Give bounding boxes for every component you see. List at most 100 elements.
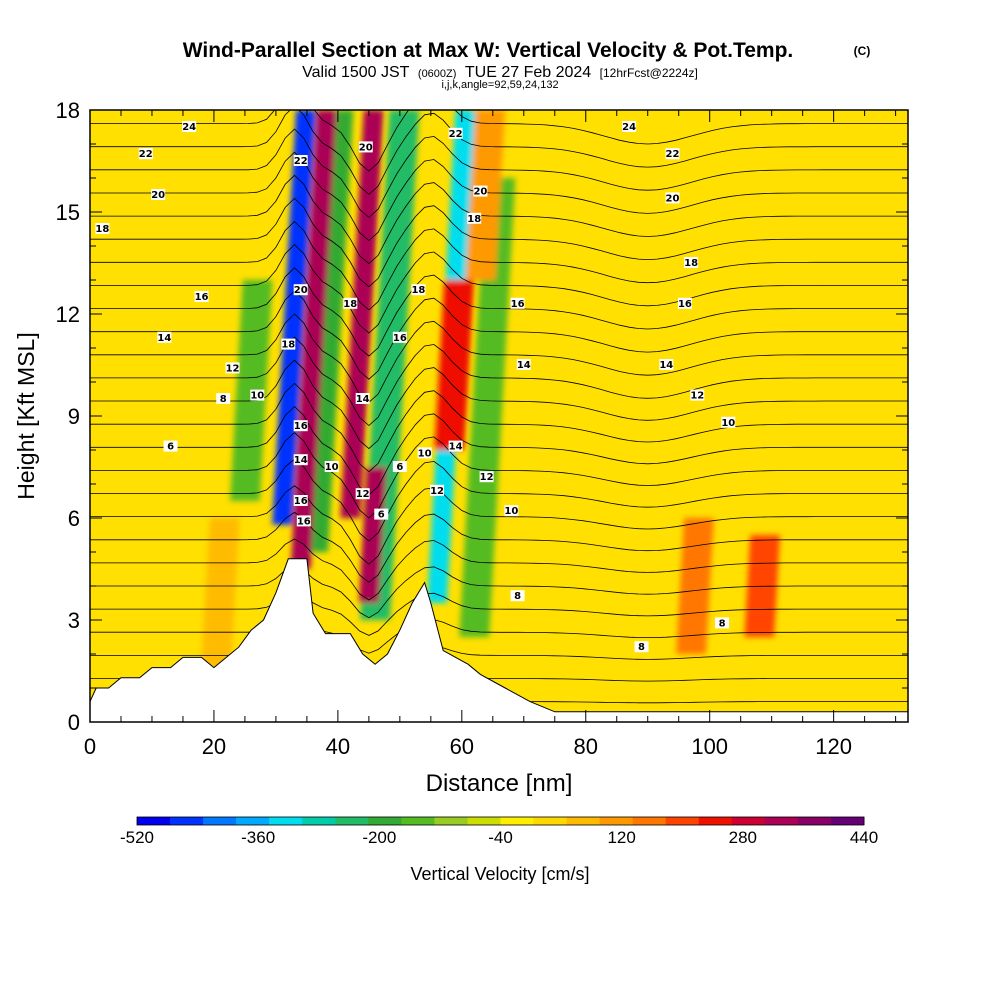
theta-label: 24 <box>182 121 197 133</box>
velocity-band <box>272 110 316 525</box>
theta-label-bg <box>721 416 736 428</box>
x-tick-label: 40 <box>326 734 350 759</box>
y-tick-label: 12 <box>56 302 80 327</box>
theta-label-text: 12 <box>690 391 704 402</box>
colorbar-swatch <box>269 817 303 825</box>
theta-label-bg <box>293 284 308 296</box>
theta-label-text: 12 <box>430 486 444 497</box>
theta-label-text: 14 <box>294 455 308 466</box>
theta-contour-labels: 24 22 20 18 16 14 12 10 8 6 22 20 18 16 14 16 16 20 18 14 10… <box>95 121 736 653</box>
theta-label-text: 16 <box>297 516 311 527</box>
theta-label: 16 <box>677 297 692 310</box>
colorbar-frame <box>136 816 865 826</box>
theta-label-bg <box>715 617 730 629</box>
theta-label: 8 <box>216 393 231 405</box>
theta-contour <box>90 151 908 242</box>
theta-label-text: 18 <box>684 258 698 269</box>
colorbar-swatch <box>467 817 501 825</box>
theta-label-text: 14 <box>659 360 673 371</box>
theta-label-bg <box>411 284 426 296</box>
theta-label-bg <box>504 505 519 517</box>
colorbar-swatch <box>731 817 766 825</box>
theta-label-bg <box>510 590 525 602</box>
y-axis-label: Height [Kft MSL] <box>13 332 39 499</box>
theta-label-bg <box>665 148 680 160</box>
theta-label-bg <box>324 461 339 472</box>
colorbar-swatch <box>599 817 634 825</box>
colorbar-tick-label: -360 <box>241 828 275 847</box>
colorbar-swatch <box>137 817 171 825</box>
theta-label-bg <box>293 454 308 466</box>
theta-label: 16 <box>293 420 308 432</box>
y-tick-label: 9 <box>68 404 80 429</box>
valid-date: TUE 27 Feb 2024 <box>465 64 591 81</box>
theta-contour <box>90 336 908 427</box>
forecast-info: [12hrFcst@2224z] <box>600 66 698 80</box>
y-tick-label: 15 <box>56 200 80 225</box>
colorbar-swatch <box>302 817 336 825</box>
theta-label-bg <box>448 440 463 452</box>
theta-label: 14 <box>448 440 463 453</box>
theta-contour <box>90 405 908 496</box>
colorbar-tick-label: 120 <box>607 828 635 847</box>
theta-label-text: 16 <box>511 299 525 310</box>
colorbar-tick-label: 440 <box>850 828 878 847</box>
colorbar-swatch <box>368 817 402 825</box>
theta-label-text: 10 <box>504 506 518 517</box>
x-tick-label: 100 <box>691 734 728 759</box>
colorbar-swatch <box>764 817 799 825</box>
colorbar-tick-label: -40 <box>488 828 513 847</box>
theta-label: 20 <box>358 141 373 153</box>
colorbar-tick-label: -200 <box>362 828 396 847</box>
theta-label: 22 <box>665 148 680 160</box>
velocity-band <box>459 178 516 637</box>
theta-label-bg <box>358 141 373 153</box>
colorbar-swatch <box>203 817 237 825</box>
colorbar-swatch <box>830 817 865 825</box>
theta-label: 10 <box>324 461 339 473</box>
valid-utc: (0600Z) <box>418 68 457 80</box>
theta-label-bg <box>250 389 265 401</box>
theta-label: 22 <box>138 148 153 160</box>
colorbar-label: Vertical Velocity [cm/s] <box>410 864 589 884</box>
theta-label: 6 <box>163 440 178 453</box>
theta-label-bg <box>151 189 166 200</box>
theta-label: 10 <box>721 416 736 429</box>
copyright-mark: (C) <box>854 44 871 58</box>
theta-contour <box>90 618 908 654</box>
theta-label-bg <box>392 461 407 472</box>
velocity-band <box>358 467 387 603</box>
colorbar: -520 -360 -200 -40 120 280 440 <box>120 816 878 847</box>
colorbar-tick-label: -520 <box>120 828 154 847</box>
theta-contour <box>90 565 908 619</box>
theta-label-text: 20 <box>359 142 373 153</box>
chart-subtitle: Valid 1500 JST (0600Z) TUE 27 Feb 2024 [… <box>302 64 698 81</box>
theta-label: 18 <box>411 284 426 296</box>
colorbar-swatch <box>500 817 535 825</box>
y-tick-label: 6 <box>68 506 80 531</box>
theta-contour <box>90 290 908 380</box>
theta-label-text: 12 <box>480 472 494 483</box>
theta-label-bg <box>659 359 674 370</box>
theta-contour <box>90 313 908 403</box>
y-tick-label: 3 <box>68 608 80 633</box>
theta-label: 14 <box>659 359 674 371</box>
theta-contour <box>90 174 908 265</box>
velocity-band <box>340 110 384 518</box>
theta-label: 16 <box>194 291 209 303</box>
theta-label-text: 24 <box>622 122 636 133</box>
theta-label-bg <box>138 148 153 160</box>
theta-label: 12 <box>355 488 370 500</box>
theta-contour <box>90 128 908 218</box>
theta-contour <box>90 485 908 565</box>
theta-label-text: 22 <box>666 149 680 160</box>
theta-label: 18 <box>343 297 358 310</box>
theta-label: 20 <box>665 192 680 204</box>
theta-contour <box>90 110 908 195</box>
theta-label: 14 <box>157 331 172 344</box>
colorbar-tick-label: 280 <box>729 828 757 847</box>
y-tick-label: 18 <box>56 98 80 123</box>
theta-label: 6 <box>374 508 389 521</box>
theta-label-text: 8 <box>719 618 726 629</box>
